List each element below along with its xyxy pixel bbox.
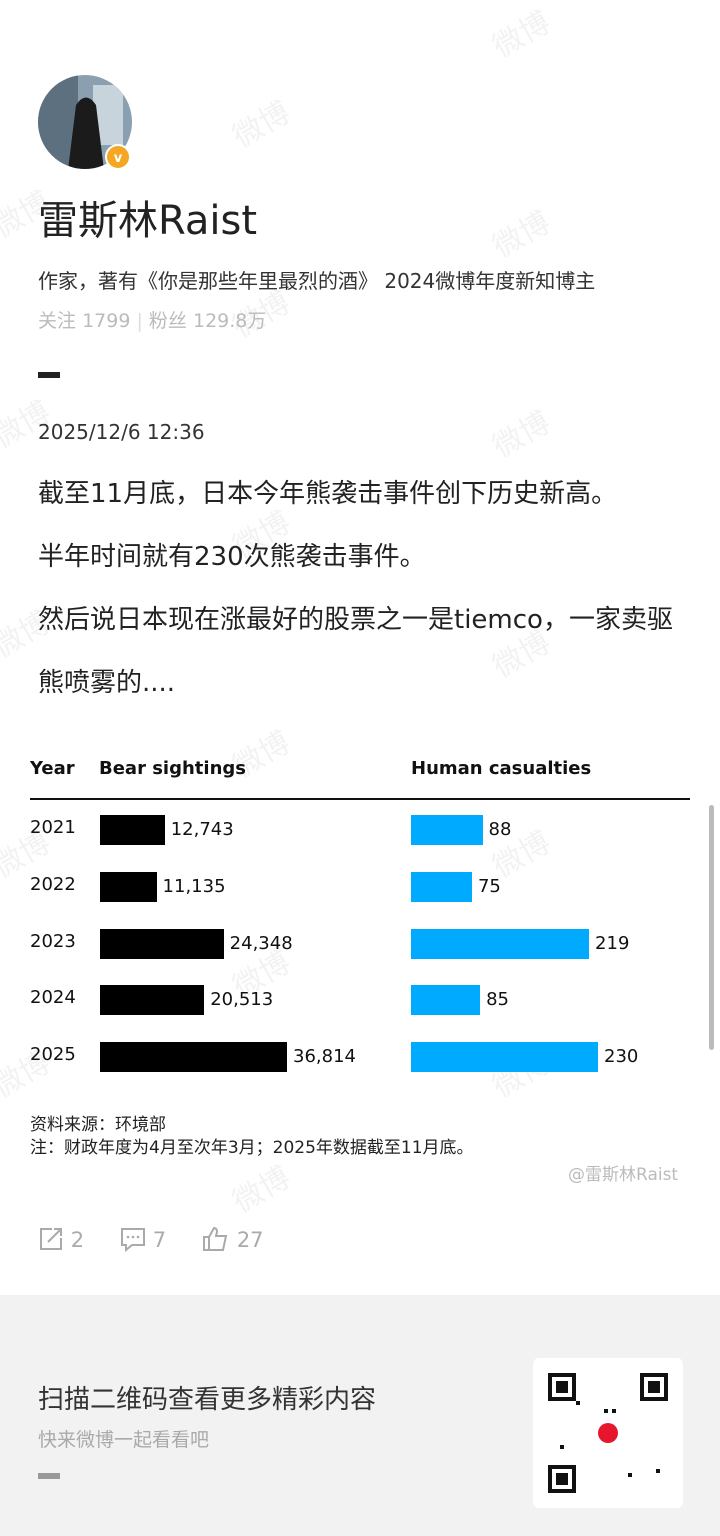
casualties-bar — [411, 928, 590, 959]
post-time: 2025/12/6 12:36 — [38, 420, 205, 444]
post-paragraph: 半年时间就有230次熊袭击事件。 — [38, 542, 426, 572]
comment-count: 7 — [152, 1228, 167, 1252]
column-header: Year — [30, 758, 75, 779]
repost-button[interactable]: 2 — [38, 1226, 84, 1252]
like-button[interactable]: 27 — [202, 1226, 264, 1252]
scrollbar — [709, 805, 714, 1050]
sightings-label: 11,135 — [162, 875, 226, 897]
svg-text:v: v — [114, 151, 123, 166]
post-text: 截至11月底，日本今年熊袭击事件创下历史新高。 半年时间就有230次熊袭击事件。然… — [38, 463, 688, 715]
post-paragraph: 截至11月底，日本今年熊袭击事件创下历史新高。 — [38, 479, 618, 509]
repost-count: 2 — [70, 1228, 85, 1252]
year-label: 2025 — [30, 1044, 76, 1066]
casualties-label: 219 — [595, 932, 630, 954]
repost-icon — [40, 1228, 62, 1250]
comment-button[interactable]: 7 — [120, 1226, 167, 1253]
divider — [38, 372, 60, 378]
following-label: 关注 — [38, 310, 77, 332]
like-count: 27 — [236, 1228, 264, 1252]
sightings-bar — [100, 1042, 287, 1073]
year-label: 2023 — [30, 930, 76, 952]
watermark: 微博 — [227, 94, 297, 156]
casualties-label: 230 — [604, 1046, 639, 1068]
column-header: Bear sightings — [99, 758, 246, 779]
user-name[interactable]: 雷斯林Raist — [38, 198, 258, 244]
sightings-bar — [100, 815, 165, 845]
qr-code[interactable] — [533, 1358, 683, 1508]
sightings-bar — [100, 871, 157, 902]
following-count: 1799 — [82, 310, 131, 332]
footer-subtitle: 快来微博一起看看吧 — [38, 1429, 210, 1451]
sightings-label: 20,513 — [210, 989, 274, 1011]
followers-label: 粉丝 — [148, 310, 187, 332]
chart-source: 资料来源：环境部 — [30, 1115, 166, 1135]
sightings-label: 24,348 — [229, 932, 293, 954]
image-credit: @雷斯林Raist — [568, 1165, 679, 1185]
qr-pattern — [548, 1373, 668, 1493]
user-bio: 作家，著有《你是那些年里最烈的酒》 2024微博年度新知博主 — [38, 269, 596, 293]
casualties-label: 85 — [486, 989, 509, 1011]
sightings-label: 12,743 — [170, 819, 234, 840]
header-rule — [30, 798, 690, 800]
chart-note: 注：财政年度为4月至次年3月；2025年数据截至11月底。 — [30, 1138, 474, 1158]
watermark: 微博 — [487, 4, 557, 66]
sightings-label: 36,814 — [293, 1046, 356, 1068]
casualties-bar — [411, 985, 481, 1016]
casualties-bar — [411, 871, 472, 902]
followers-count: 129.8万 — [192, 310, 267, 332]
column-header: Human casualties — [411, 758, 592, 779]
watermark: 微博 — [227, 1159, 297, 1221]
year-label: 2021 — [30, 817, 76, 838]
avatar[interactable]: v — [38, 75, 138, 175]
footer-title: 扫描二维码查看更多精彩内容 — [38, 1385, 377, 1415]
year-label: 2024 — [30, 987, 76, 1009]
footer-banner: 扫描二维码查看更多精彩内容 快来微博一起看看吧 — [0, 1295, 720, 1536]
casualties-bar — [411, 1042, 598, 1073]
post-paragraph: 然后说日本现在涨最好的股票之一是tiemco，一家卖驱熊喷雾的.... — [38, 605, 673, 698]
year-label: 2022 — [30, 873, 76, 895]
watermark: 微博 — [487, 204, 557, 266]
casualties-label: 88 — [488, 819, 512, 840]
casualties-label: 75 — [477, 875, 501, 897]
user-stats: 关注 1799 | 粉丝 129.8万 — [38, 310, 267, 332]
like-icon — [203, 1226, 228, 1251]
sightings-bar — [100, 928, 224, 959]
watermark: 微博 — [487, 404, 557, 466]
action-bar: 2 7 27 — [38, 1226, 264, 1253]
casualties-bar — [411, 815, 483, 845]
comment-icon — [121, 1228, 146, 1253]
footer-divider — [38, 1473, 60, 1479]
sightings-bar — [100, 985, 205, 1016]
